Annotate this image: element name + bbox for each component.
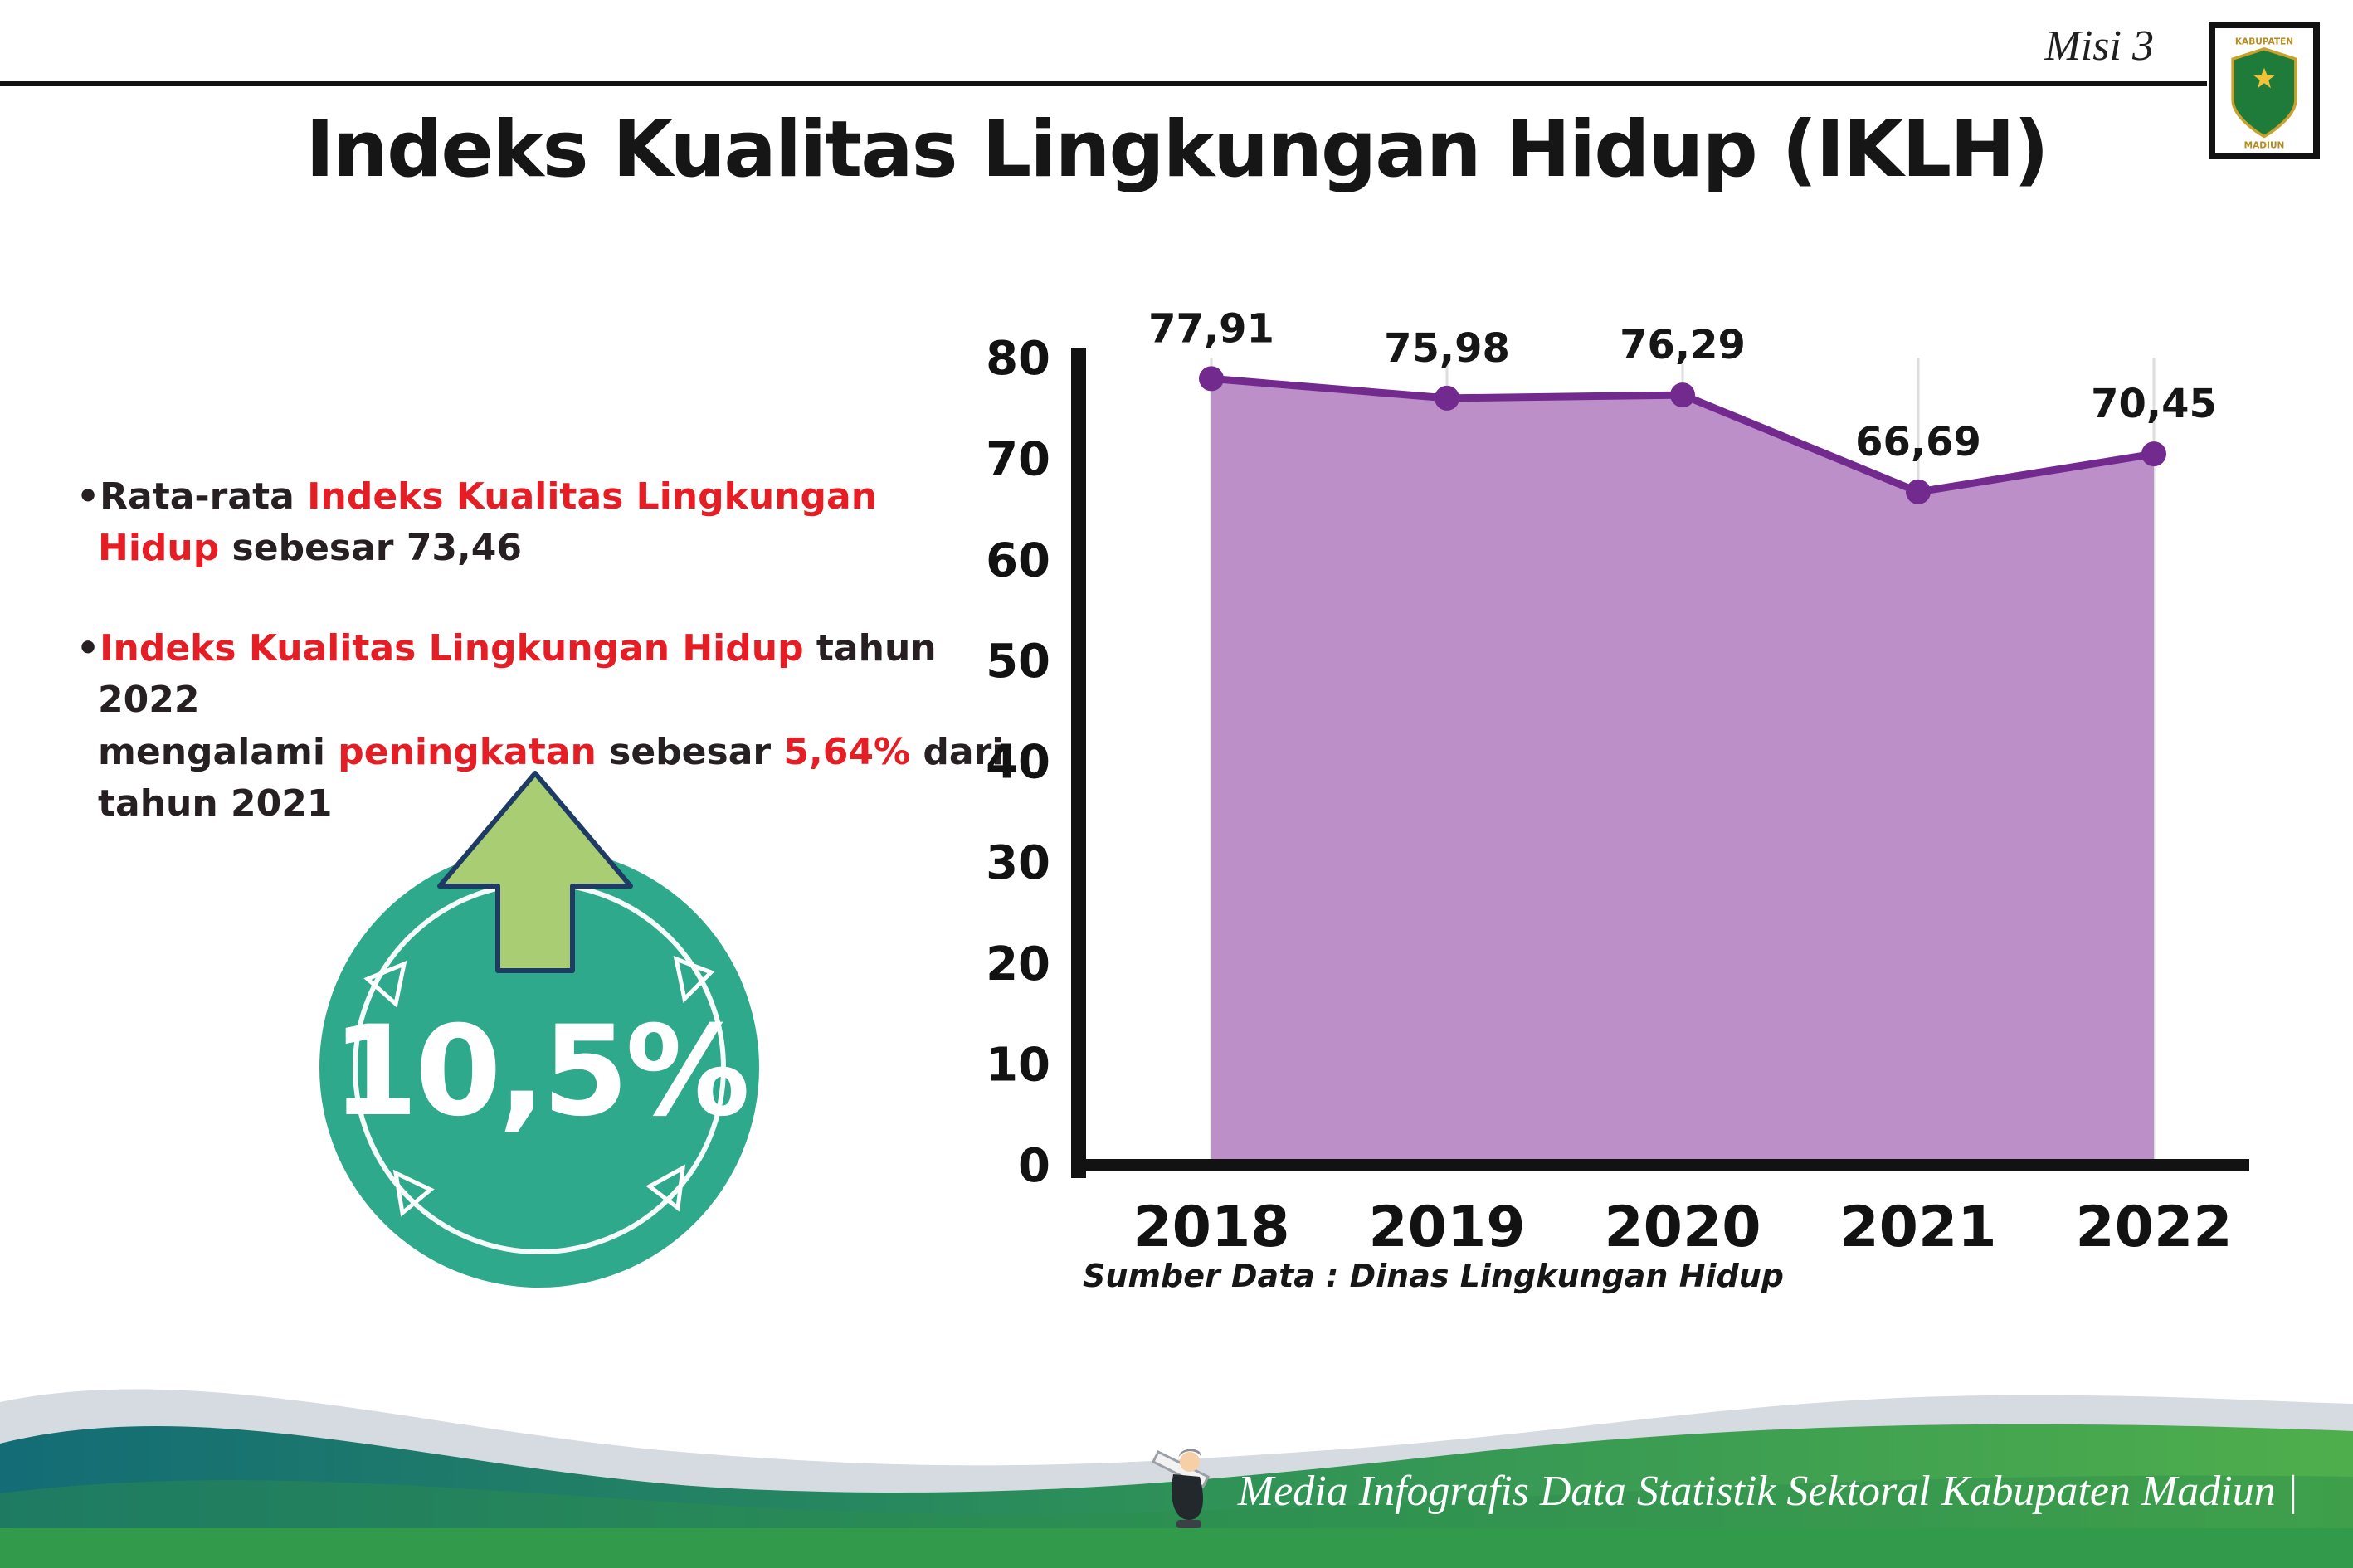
bullet-marker: • — [76, 626, 100, 670]
bullet-marker: • — [76, 475, 100, 518]
svg-text:60: 60 — [986, 533, 1050, 587]
top-divider-rule — [0, 81, 2207, 86]
bullet2-percent: 5,64% — [783, 730, 911, 773]
data-source-caption: Sumber Data : Dinas Lingkungan Hidup — [1083, 1258, 1784, 1294]
badge-triangle-decorations — [363, 956, 715, 1217]
summary-bullets: •Rata-rata Indeks Kualitas Lingkungan Hi… — [76, 471, 1006, 879]
increase-percentage: 10,5% — [331, 1000, 750, 1144]
svg-text:66,69: 66,69 — [1855, 419, 1981, 465]
up-arrow-icon — [437, 771, 633, 973]
svg-text:70: 70 — [986, 433, 1050, 487]
svg-text:30: 30 — [986, 836, 1050, 890]
svg-text:77,91: 77,91 — [1148, 305, 1274, 352]
footer-credit-text: Media Infografis Data Statistik Sektoral… — [1237, 1468, 2298, 1515]
bullet1-text: Rata-rata — [100, 475, 308, 518]
logo-bottom-text: MADIUN — [2244, 141, 2285, 151]
svg-text:10: 10 — [986, 1038, 1050, 1092]
bullet2-text1: tahun 2022 mengalami — [98, 626, 937, 773]
bullet-increase-2022: •Indeks Kualitas Lingkungan Hidup tahun … — [76, 623, 1006, 830]
svg-text:40: 40 — [986, 736, 1050, 790]
area-chart-canvas: 0 10 20 30 40 50 60 70 80 2018 2019 2020 2021 2022 77,… — [986, 305, 2249, 1260]
mascot-icon — [1151, 1449, 1211, 1528]
svg-text:75,98: 75,98 — [1384, 325, 1510, 372]
crest-icon: KABUPATEN MADIUN — [2231, 37, 2297, 151]
svg-text:80: 80 — [986, 332, 1050, 386]
svg-text:0: 0 — [1018, 1139, 1050, 1193]
svg-text:2022: 2022 — [2075, 1195, 2232, 1260]
page-title: Indeks Kualitas Lingkungan Hidup (IKLH) — [305, 105, 2049, 195]
bullet2-highlight2: peningkatan — [338, 730, 597, 773]
iklh-area-chart: 0 10 20 30 40 50 60 70 80 2018 2019 2020 2021 2022 77,… — [979, 274, 2307, 1286]
bullet1-highlight: Indeks Kualitas Lingkungan Hidup — [98, 475, 878, 570]
svg-text:2021: 2021 — [1839, 1195, 1996, 1260]
bullet1-value: sebesar 73,46 — [219, 527, 522, 570]
misi-label: Misi 3 — [2044, 22, 2154, 70]
bullet-average-iklh: •Rata-rata Indeks Kualitas Lingkungan Hi… — [76, 471, 1006, 575]
kabupaten-madiun-logo: KABUPATEN MADIUN — [2209, 22, 2320, 159]
logo-top-text: KABUPATEN — [2235, 37, 2293, 47]
svg-text:20: 20 — [986, 937, 1050, 991]
svg-text:2018: 2018 — [1133, 1195, 1289, 1260]
bullet2-text3: dari tahun 2021 — [98, 730, 1005, 825]
svg-text:50: 50 — [986, 635, 1050, 689]
bullet2-text2: sebesar — [596, 730, 784, 773]
svg-text:2020: 2020 — [1604, 1195, 1761, 1260]
bullet2-highlight1: Indeks Kualitas Lingkungan Hidup — [100, 626, 804, 670]
svg-text:70,45: 70,45 — [2091, 381, 2217, 427]
svg-text:76,29: 76,29 — [1620, 322, 1746, 368]
svg-text:2019: 2019 — [1368, 1195, 1525, 1260]
